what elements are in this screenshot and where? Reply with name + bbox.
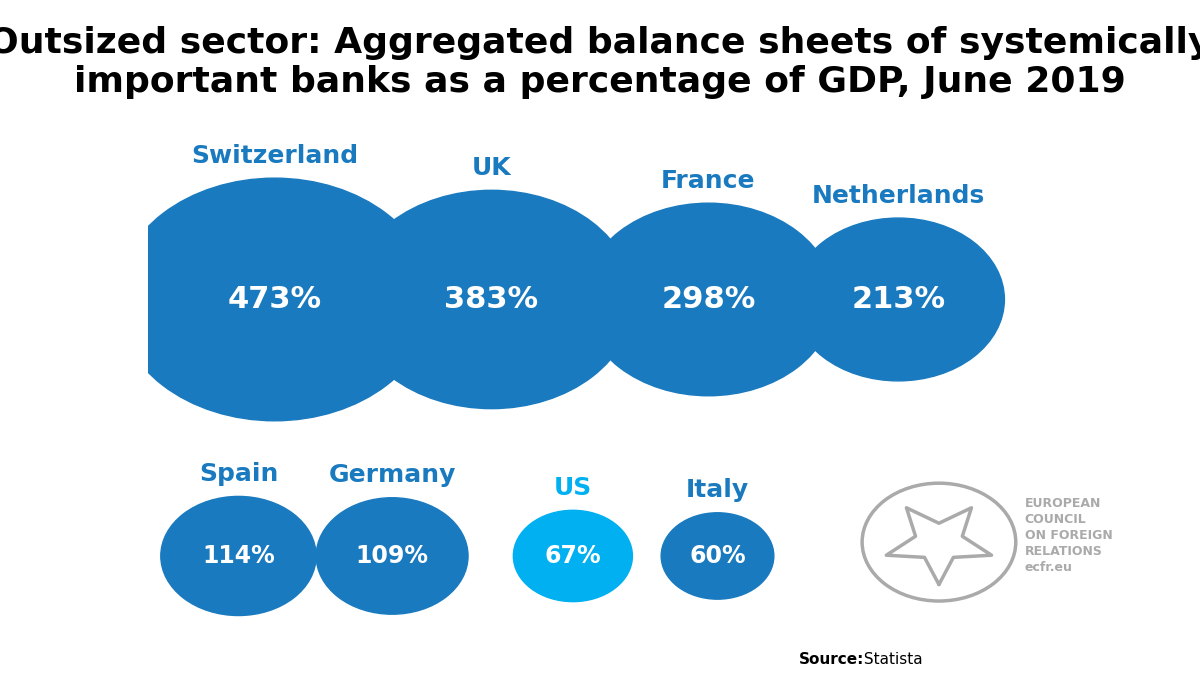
Text: EUROPEAN
COUNCIL
ON FOREIGN
RELATIONS
ecfr.eu: EUROPEAN COUNCIL ON FOREIGN RELATIONS ec… [1025, 497, 1112, 574]
Text: Spain: Spain [199, 462, 278, 486]
Text: 473%: 473% [228, 285, 322, 314]
Circle shape [792, 218, 1004, 381]
Text: Germany: Germany [329, 464, 456, 487]
Text: Outsized sector: Aggregated balance sheets of systemically
important banks as a : Outsized sector: Aggregated balance shee… [0, 26, 1200, 99]
Text: Italy: Italy [686, 478, 749, 503]
Circle shape [161, 496, 316, 615]
Circle shape [349, 190, 634, 409]
Text: 67%: 67% [545, 544, 601, 568]
Circle shape [316, 498, 468, 614]
Text: Source:: Source: [799, 652, 864, 667]
Circle shape [116, 178, 433, 421]
Circle shape [583, 203, 834, 396]
Text: France: France [661, 169, 756, 193]
Text: Netherlands: Netherlands [811, 184, 985, 207]
Text: UK: UK [472, 156, 511, 180]
Text: 298%: 298% [661, 285, 756, 314]
Text: 109%: 109% [355, 544, 428, 568]
Text: 60%: 60% [689, 544, 746, 568]
Text: US: US [553, 476, 592, 500]
Text: Statista: Statista [859, 652, 923, 667]
Text: Switzerland: Switzerland [191, 144, 358, 168]
Circle shape [661, 513, 774, 599]
Text: 383%: 383% [444, 285, 539, 314]
Text: 213%: 213% [851, 285, 946, 314]
Circle shape [514, 510, 632, 601]
Text: 114%: 114% [202, 544, 275, 568]
